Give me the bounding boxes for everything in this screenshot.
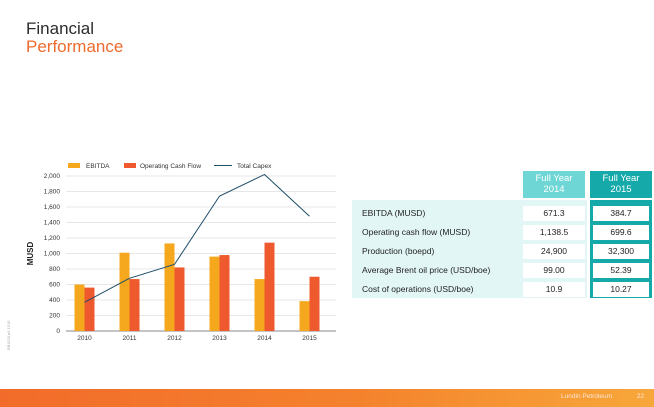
value-2014: 99.00 (523, 263, 585, 278)
value-2014: 24,900 (523, 244, 585, 259)
legend-swatch-operating-cash-flow (124, 163, 136, 168)
y-tick-label: 600 (49, 282, 60, 289)
header-2015: Full Year 2015 (590, 171, 652, 198)
bar-operating-cash-flow (264, 242, 275, 331)
y-tick-label: 200 (49, 313, 60, 320)
legend-swatch-ebitda (68, 163, 80, 168)
y-tick-label: 800 (49, 266, 60, 273)
value-2015: 52.39 (593, 263, 649, 278)
y-tick-label: 400 (49, 297, 60, 304)
header-2014-line2: 2014 (543, 184, 565, 195)
footer-bar: Lundin Petroleum 22 (0, 389, 654, 407)
x-tick-label: 2013 (212, 335, 227, 342)
bar-ebitda (209, 256, 220, 331)
table-row: Operating cash flow (MUSD) 1,138.5 699.6 (352, 223, 652, 242)
legend-label-total-capex: Total Capex (237, 163, 272, 170)
x-tick-label: 2012 (167, 335, 182, 342)
value-2014: 10.9 (523, 282, 585, 297)
bar-operating-cash-flow (174, 267, 185, 331)
value-2015: 699.6 (593, 225, 649, 240)
x-tick-label: 2011 (123, 335, 137, 342)
bar-operating-cash-flow (84, 287, 95, 331)
table-row: Production (boepd) 24,900 32,300 (352, 242, 652, 261)
header-2015-line2: 2015 (610, 184, 632, 195)
row-label: Operating cash flow (MUSD) (362, 227, 471, 237)
y-tick-label: 2,000 (44, 173, 61, 180)
x-tick-label: 2015 (302, 335, 317, 342)
y-tick-label: 1,800 (44, 189, 61, 196)
legend-label-operating-cash-flow: Operating Cash Flow (140, 163, 201, 170)
x-tick-label: 2014 (257, 335, 272, 342)
page-title: Financial Performance (26, 20, 123, 56)
row-label: Cost of operations (USD/boe) (362, 284, 474, 294)
title-line-1: Financial (26, 19, 95, 38)
bar-operating-cash-flow (129, 279, 140, 331)
y-tick-label: 1,000 (44, 251, 61, 258)
row-label: Production (boepd) (362, 246, 435, 256)
table-row: EBITDA (MUSD) 671.3 384.7 (352, 204, 652, 223)
line-total-capex (84, 173, 310, 303)
table-row: Cost of operations (USD/boe) 10.9 10.27 (352, 280, 652, 299)
page-number: 22 (636, 393, 644, 400)
x-tick-label: 2010 (77, 335, 92, 342)
value-2015: 32,300 (593, 244, 649, 259)
y-tick-label: 1,400 (44, 220, 61, 227)
title-line-2: Performance (26, 36, 124, 56)
bar-ebitda (74, 284, 85, 331)
bar-ebitda (254, 279, 265, 331)
value-2014: 671.3 (523, 206, 585, 221)
bar-operating-cash-flow (309, 276, 320, 331)
y-axis-label: MUSD (26, 242, 35, 266)
legend-label-ebitda: EBITDA (86, 163, 110, 170)
header-2015-line1: Full Year (602, 173, 640, 184)
bar-ebitda (299, 301, 310, 331)
value-2015: 10.27 (593, 282, 649, 297)
header-2014-line1: Full Year (535, 173, 573, 184)
bar-ebitda (119, 252, 130, 331)
bar-ebitda (164, 243, 175, 331)
y-tick-label: 0 (56, 328, 60, 335)
row-label: EBITDA (MUSD) (362, 208, 426, 218)
brand-name: Lundin Petroleum (561, 393, 612, 400)
table-row: Average Brent oil price (USD/boe) 99.00 … (352, 261, 652, 280)
bar-operating-cash-flow (219, 255, 230, 331)
value-2014: 1,138.5 (523, 225, 585, 240)
row-label: Average Brent oil price (USD/boe) (362, 265, 491, 275)
value-2015: 384.7 (593, 206, 649, 221)
y-tick-label: 1,200 (44, 235, 61, 242)
header-2014: Full Year 2014 (523, 171, 585, 198)
y-tick-label: 1,600 (44, 204, 61, 211)
